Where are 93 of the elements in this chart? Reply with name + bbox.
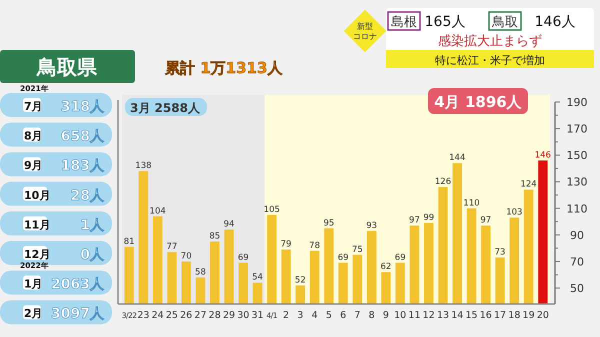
data-label: 105 [264, 204, 280, 215]
data-label: 77 [166, 242, 178, 252]
text: 12月 [24, 248, 50, 261]
text: 28人 [70, 188, 105, 204]
text: 新型コロナ [353, 22, 377, 41]
x-tick-label: 14 [451, 310, 464, 321]
x-tick-label: 31 [251, 310, 264, 321]
y-tick-label: 150 [566, 149, 588, 162]
data-label: 138 [135, 161, 152, 172]
band-label: 4月 1896人 [434, 93, 523, 111]
data-label: 93 [366, 220, 378, 231]
text: 165人 [424, 14, 466, 30]
x-tick-label: 7 [354, 310, 360, 321]
x-tick-label: 11 [408, 310, 421, 321]
text: 2063人 [51, 276, 105, 293]
x-tick-label: 12 [422, 310, 435, 321]
x-tick-label: 5 [326, 310, 332, 321]
text: 10月 [24, 188, 50, 202]
x-tick-label: 10 [394, 310, 406, 321]
data-label: 79 [280, 240, 292, 250]
text: 特に松江・米子で増加 [435, 54, 545, 67]
chart-subtitle: 累計 1万1313人 [164, 59, 284, 77]
data-label: 54 [252, 272, 263, 283]
y-tick-label: 130 [566, 176, 588, 189]
x-tick-label: 27 [194, 310, 207, 321]
data-label: 52 [294, 275, 306, 286]
text: 感染拡大止まらず [438, 34, 542, 49]
text: 146人 [534, 14, 576, 30]
data-label: 69 [338, 252, 349, 263]
data-label: 144 [449, 153, 466, 164]
text: 鳥取 [491, 15, 518, 30]
text: 1月 [24, 278, 43, 291]
text: 島根 [391, 15, 417, 30]
x-tick-label: 4 [312, 310, 318, 321]
x-tick-label: 29 [222, 310, 236, 321]
x-tick-label: 23 [137, 310, 150, 321]
y-tick-label: 190 [566, 96, 588, 109]
text: 11月 [24, 218, 50, 232]
text: 7月 [24, 100, 43, 113]
x-tick-label: 28 [208, 310, 221, 321]
text: 658人 [60, 128, 105, 145]
chart-title: 鳥取県 [36, 55, 98, 79]
band-label: 3月 2588人 [130, 101, 201, 115]
x-tick-label: 26 [180, 310, 192, 321]
data-label: 85 [209, 232, 220, 242]
data-label: 69 [394, 252, 406, 263]
text: 183人 [60, 158, 105, 174]
data-label: 94 [224, 220, 234, 230]
data-label: 75 [352, 244, 363, 255]
data-label: 99 [423, 212, 434, 223]
data-label: 126 [434, 177, 452, 188]
text: 3097人 [51, 306, 105, 322]
x-tick-label: 9 [382, 310, 389, 321]
x-tick-label: 19 [522, 310, 535, 321]
x-tick-label: 20 [536, 310, 549, 321]
data-label: 104 [150, 206, 166, 216]
data-label: 70 [180, 251, 192, 262]
data-label: 110 [463, 198, 480, 208]
data-label: 73 [494, 247, 506, 258]
y-tick-label: 90 [570, 228, 584, 242]
data-label: 58 [195, 267, 206, 278]
data-label: 124 [520, 180, 537, 190]
data-label: 95 [323, 218, 334, 228]
x-tick-label: 24 [152, 310, 164, 321]
data-label: 146 [534, 150, 551, 160]
x-tick-label: 3 [297, 310, 304, 321]
x-tick-label: 16 [480, 310, 492, 321]
x-tick-label: 13 [436, 310, 450, 321]
data-label: 97 [409, 216, 420, 226]
text: 0人 [80, 247, 105, 263]
y-tick-label: 50 [570, 282, 584, 296]
data-label: 78 [309, 240, 320, 251]
x-tick-label: 17 [494, 310, 506, 321]
x-tick-label: 18 [508, 310, 520, 321]
x-tick-label: 8 [368, 310, 375, 321]
y-tick-label: 70 [570, 255, 584, 268]
x-tick-label: 30 [237, 310, 250, 321]
x-tick-label: 15 [465, 310, 478, 321]
y-tick-label: 110 [566, 202, 588, 216]
data-label: 81 [124, 236, 135, 247]
data-label: 69 [238, 252, 249, 263]
x-tick-label: 2 [283, 310, 290, 321]
x-tick-label: 6 [340, 310, 346, 321]
text: 1人 [80, 217, 105, 234]
text: 8月 [24, 130, 43, 143]
data-label: 62 [380, 262, 392, 272]
text: 2月 [24, 307, 43, 320]
data-label: 103 [506, 208, 522, 218]
text: 9月 [24, 159, 43, 172]
x-tick-label: 25 [166, 310, 178, 321]
data-label: 97 [480, 216, 492, 226]
text: 318人 [60, 99, 105, 115]
y-tick-label: 170 [566, 122, 588, 136]
